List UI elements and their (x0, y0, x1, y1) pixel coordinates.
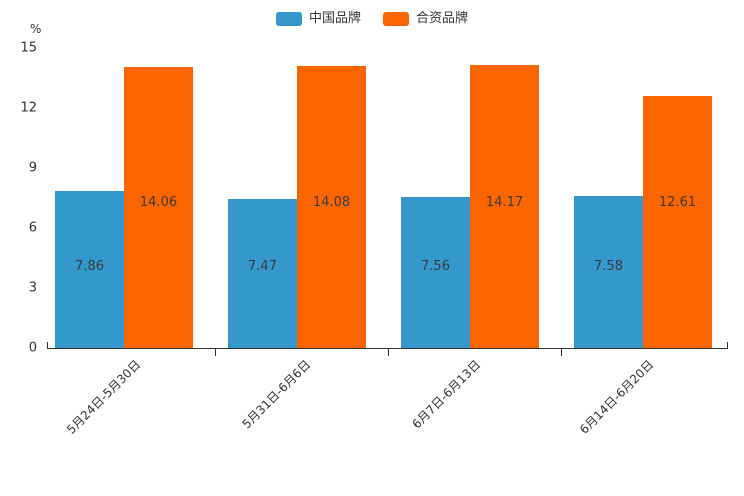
legend-item-china-brand[interactable]: 中国品牌 (275, 11, 361, 26)
bar-value-joint-venture-brand-1: 14.06 (139, 195, 178, 210)
legend-item-joint-venture-brand[interactable]: 合资品牌 (383, 12, 468, 26)
bar-joint-venture-brand-4[interactable]: 12.61 (643, 95, 712, 348)
bar-joint-venture-brand-1[interactable]: 14.06 (124, 66, 193, 348)
legend-label-joint-venture-brand: 合资品牌 (416, 11, 469, 26)
legend-label-china-brand: 中国品牌 (308, 11, 361, 26)
legend-swatch-icon-joint-venture-brand (383, 12, 409, 26)
bar-china-brand-4[interactable]: 7.58 (574, 196, 643, 348)
bar-joint-venture-brand-3[interactable]: 14.17 (470, 64, 539, 348)
x-category-label-2: 5月31日-6月6日 (239, 357, 314, 432)
bar-value-china-brand-1: 7.86 (75, 259, 104, 274)
x-tick-mark-1 (215, 349, 216, 356)
y-tick-label-3: 3 (28, 280, 37, 296)
x-category-label-4: 6月14日-6月20日 (577, 357, 657, 437)
x-axis-line (47, 348, 727, 349)
bar-value-china-brand-3: 7.56 (421, 259, 450, 274)
bar-value-joint-venture-brand-4: 12.61 (658, 195, 697, 210)
y-tick-label-9: 9 (28, 160, 37, 176)
bar-china-brand-3[interactable]: 7.56 (401, 196, 470, 348)
bar-china-brand-1[interactable]: 7.86 (55, 190, 124, 348)
bar-china-brand-2[interactable]: 7.47 (228, 198, 297, 348)
x-axis-left-cap (47, 342, 48, 349)
y-tick-label-6: 6 (28, 220, 37, 236)
bar-joint-venture-brand-2[interactable]: 14.08 (297, 66, 366, 348)
x-axis-right-cap (727, 342, 728, 349)
y-tick-label-12: 12 (20, 100, 37, 116)
y-tick-label-15: 15 (20, 40, 37, 56)
bar-value-joint-venture-brand-3: 14.17 (485, 195, 524, 210)
legend-swatch-icon-china-brand (275, 12, 302, 26)
bar-value-china-brand-2: 7.47 (248, 259, 277, 274)
bar-value-china-brand-4: 7.58 (594, 259, 623, 274)
plot-area: 15 12 9 6 3 0 7.86 14.06 7.47 14.08 7.56… (20, 41, 727, 356)
x-tick-mark-2 (388, 349, 389, 356)
x-category-label-3: 6月7日-6月13日 (409, 357, 484, 432)
x-category-label-1: 5月24日-5月30日 (64, 357, 144, 437)
y-tick-label-0: 0 (28, 340, 37, 356)
bar-value-joint-venture-brand-2: 14.08 (312, 195, 351, 210)
chart-legend: 中国品牌 合资品牌 (0, 12, 744, 26)
y-axis-unit-label: % (30, 22, 42, 36)
x-tick-mark-3 (561, 349, 562, 356)
